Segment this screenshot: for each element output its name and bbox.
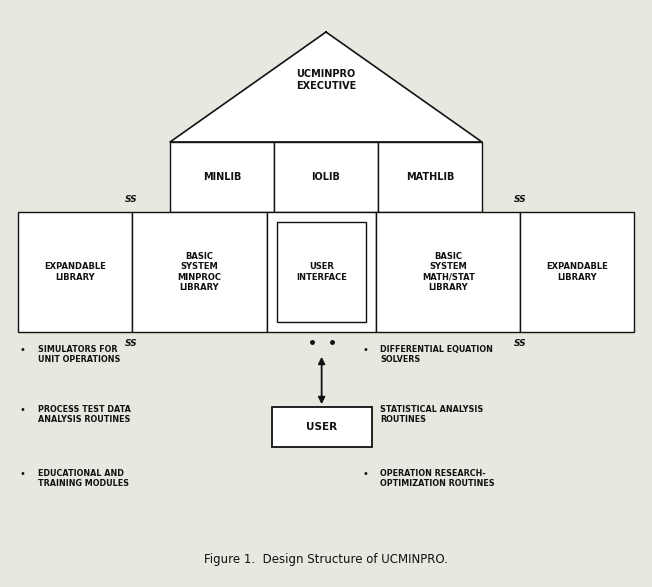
Text: •: • (362, 469, 368, 479)
Bar (267, 212, 376, 332)
Text: SS: SS (514, 339, 527, 349)
Bar (18, 212, 132, 332)
Bar (378, 142, 482, 212)
Text: •: • (19, 469, 25, 479)
Bar (376, 212, 520, 332)
Text: USER
INTERFACE: USER INTERFACE (296, 262, 347, 282)
Bar (132, 212, 267, 332)
Text: MATHLIB: MATHLIB (406, 172, 454, 182)
Text: IOLIB: IOLIB (312, 172, 340, 182)
Bar (272, 407, 372, 447)
Polygon shape (170, 32, 482, 142)
Text: DIFFERENTIAL EQUATION
SOLVERS: DIFFERENTIAL EQUATION SOLVERS (380, 345, 493, 365)
Bar (274, 142, 378, 212)
Text: •: • (19, 345, 25, 355)
Text: BASIC
SYSTEM
MATH/STAT
LIBRARY: BASIC SYSTEM MATH/STAT LIBRARY (422, 252, 475, 292)
Text: •: • (362, 345, 368, 355)
Text: SS: SS (514, 195, 527, 204)
Text: EDUCATIONAL AND
TRAINING MODULES: EDUCATIONAL AND TRAINING MODULES (38, 469, 129, 488)
Text: Figure 1.  Design Structure of UCMINPRO.: Figure 1. Design Structure of UCMINPRO. (204, 552, 448, 565)
Text: EXPANDABLE
LIBRARY: EXPANDABLE LIBRARY (44, 262, 106, 282)
Text: BASIC
SYSTEM
MINPROC
LIBRARY: BASIC SYSTEM MINPROC LIBRARY (177, 252, 221, 292)
Text: •: • (362, 405, 368, 415)
Text: OPERATION RESEARCH-
OPTIMIZATION ROUTINES: OPERATION RESEARCH- OPTIMIZATION ROUTINE… (380, 469, 495, 488)
Bar (520, 212, 634, 332)
Text: PROCESS TEST DATA
ANALYSIS ROUTINES: PROCESS TEST DATA ANALYSIS ROUTINES (38, 405, 131, 424)
Text: SS: SS (125, 195, 138, 204)
Text: USER: USER (306, 422, 337, 432)
Text: UCMINPRO
EXECUTIVE: UCMINPRO EXECUTIVE (296, 69, 356, 91)
Bar (277, 222, 366, 322)
Text: STATISTICAL ANALYSIS
ROUTINES: STATISTICAL ANALYSIS ROUTINES (380, 405, 483, 424)
Text: MINLIB: MINLIB (203, 172, 241, 182)
Text: SIMULATORS FOR
UNIT OPERATIONS: SIMULATORS FOR UNIT OPERATIONS (38, 345, 121, 365)
Text: •: • (19, 405, 25, 415)
Bar (170, 142, 274, 212)
Text: EXPANDABLE
LIBRARY: EXPANDABLE LIBRARY (546, 262, 608, 282)
Text: SS: SS (125, 339, 138, 349)
